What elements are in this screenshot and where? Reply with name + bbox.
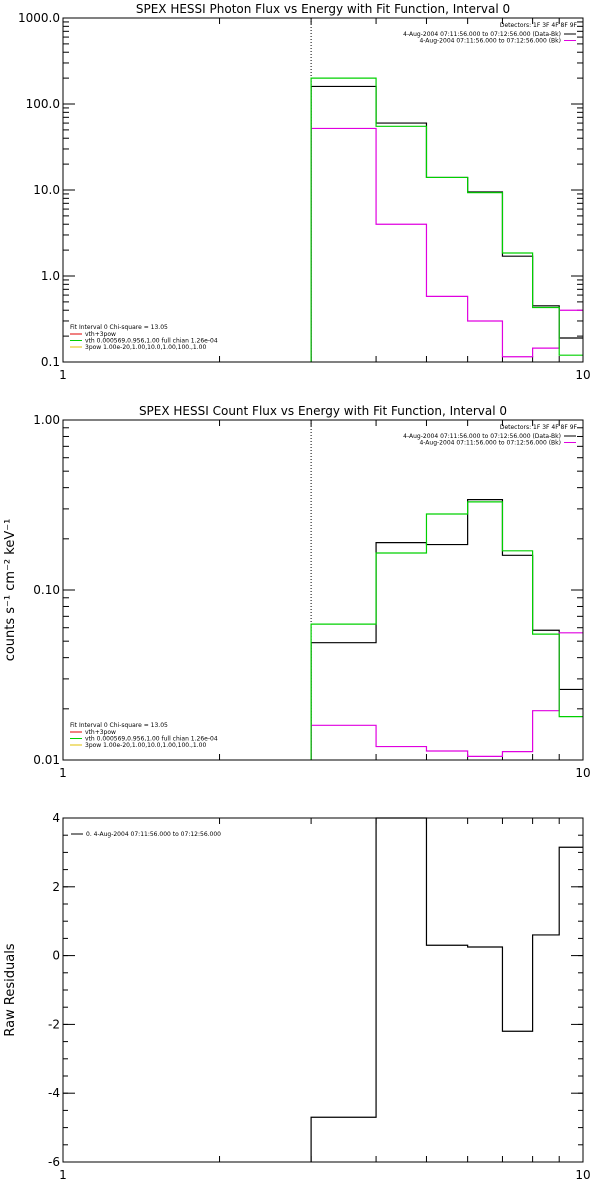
legend-series-0-label: 4-Aug-2004 07:11:56.000 to 07:12:56.000 … bbox=[403, 433, 561, 440]
y-axis-label: counts s⁻¹ cm⁻² keV⁻¹ bbox=[3, 519, 18, 662]
x-tick-label: 1 bbox=[59, 766, 67, 780]
fit-legend-label: vth+3pow bbox=[85, 729, 116, 736]
y-tick-label: 0.10 bbox=[33, 583, 60, 597]
y-tick-label: -2 bbox=[48, 1017, 60, 1031]
legend-series-0-label: 4-Aug-2004 07:11:56.000 to 07:12:56.000 … bbox=[403, 31, 561, 38]
y-tick-label: -6 bbox=[48, 1155, 60, 1169]
y-tick-label: 0 bbox=[52, 949, 60, 963]
fit-legend-header: Fit Interval 0 Chi-square = 13.05 bbox=[70, 324, 168, 331]
y-tick-label: 1000.0 bbox=[18, 11, 60, 25]
fit-legend-header: Fit Interval 0 Chi-square = 13.05 bbox=[70, 722, 168, 729]
series-2-histogram bbox=[310, 501, 583, 760]
y-tick-label: 100.0 bbox=[26, 97, 60, 111]
chart-panel-2: Raw Residuals -6 -4 -2 0 2 4 1 10 0. 4-Aug-2004 0… bbox=[3, 811, 591, 1182]
fit-legend-label: 3pow 1.00e-20,1.00,10.0,1.00,100.,1.00 bbox=[85, 344, 206, 351]
x-tick-label: 10 bbox=[575, 368, 590, 382]
chart-panel-0: SPEX HESSI Photon Flux vs Energy with Fi… bbox=[18, 2, 591, 382]
plot-frame bbox=[62, 17, 584, 363]
y-tick-label: 4 bbox=[52, 811, 60, 825]
x-tick-label: 10 bbox=[575, 1168, 590, 1182]
fit-legend-label: vth 0.000569,0.956,1.00 full chian 1.26e… bbox=[85, 736, 218, 743]
legend-series-0-label: 0. 4-Aug-2004 07:11:56.000 to 07:12:56.0… bbox=[86, 831, 221, 838]
fit-legend-label: 3pow 1.00e-20,1.00,10.0,1.00,100.,1.00 bbox=[85, 742, 206, 749]
detectors-label: Detectors: 1F 3F 4F 8F 9F bbox=[500, 424, 578, 431]
chart-title: SPEX HESSI Photon Flux vs Energy with Fi… bbox=[136, 2, 510, 16]
chart-panel-1: SPEX HESSI Count Flux vs Energy with Fit… bbox=[3, 404, 591, 780]
plot-frame bbox=[62, 419, 584, 761]
legend-series-1-label: 4-Aug-2004 07:11:56.000 to 07:12:56.000 … bbox=[419, 440, 561, 447]
series-2-histogram bbox=[310, 77, 583, 362]
x-tick-label: 1 bbox=[59, 1168, 67, 1182]
series-1-histogram bbox=[310, 632, 583, 760]
plot-frame bbox=[62, 817, 584, 1163]
y-tick-label: 2 bbox=[52, 880, 60, 894]
series-0-histogram bbox=[310, 85, 583, 362]
y-tick-label: 0.01 bbox=[33, 753, 60, 767]
y-tick-label: 10.0 bbox=[33, 183, 60, 197]
series-0-histogram bbox=[310, 817, 583, 1162]
y-tick-label: 1.0 bbox=[41, 269, 60, 283]
y-tick-label: -4 bbox=[48, 1086, 60, 1100]
y-axis-label: Raw Residuals bbox=[3, 943, 18, 1036]
series-0-histogram bbox=[310, 499, 583, 760]
fit-legend-label: vth 0.000569,0.956,1.00 full chian 1.26e… bbox=[85, 338, 218, 345]
detectors-label: Detectors: 1F 3F 4F 8F 9F bbox=[500, 22, 578, 29]
legend-series-1-label: 4-Aug-2004 07:11:56.000 to 07:12:56.000 … bbox=[419, 38, 561, 45]
x-tick-label: 10 bbox=[575, 766, 590, 780]
y-tick-label: 1.00 bbox=[33, 413, 60, 427]
fit-legend-label: vth+3pow bbox=[85, 331, 116, 338]
y-tick-label: 0.1 bbox=[41, 355, 60, 369]
series-1-histogram bbox=[310, 127, 583, 362]
chart-title: SPEX HESSI Count Flux vs Energy with Fit… bbox=[139, 404, 507, 418]
x-tick-label: 1 bbox=[59, 368, 67, 382]
